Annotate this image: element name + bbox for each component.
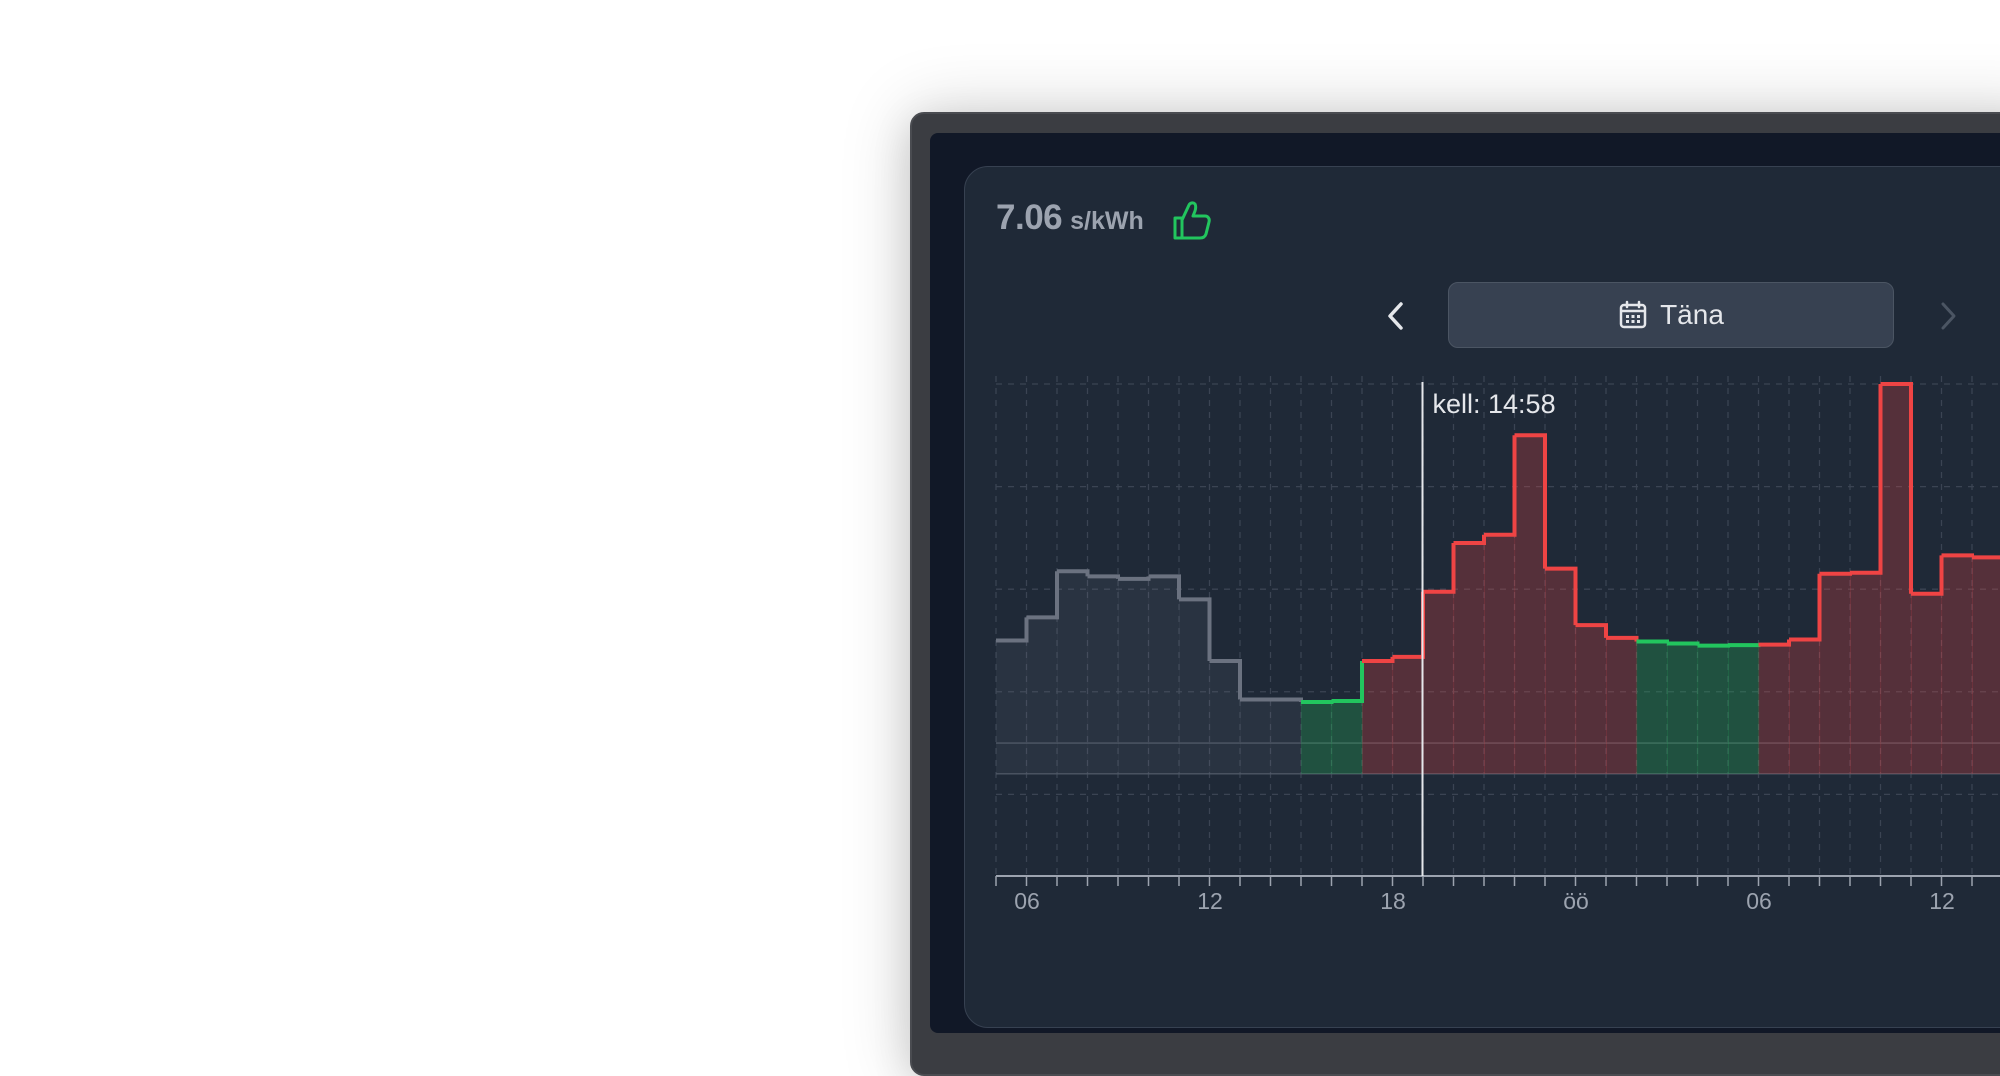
price-step [1575,623,1608,638]
price-bar [1819,573,1851,774]
price-step [1758,639,1791,647]
price-bar [1728,645,1760,774]
price-step [1514,433,1547,569]
price-step [1179,597,1212,661]
price-bar [1270,699,1302,774]
price-step [1819,571,1852,576]
price-bar [1911,593,1943,774]
x-tick-label: 06 [1014,888,1040,914]
price-bar [1362,660,1394,774]
price-bar [1026,617,1058,774]
x-tick-label: 18 [1380,888,1406,914]
price-step [1789,573,1822,642]
price-step [1148,574,1181,600]
price-bar [1575,625,1607,774]
price-step [1026,571,1059,620]
price-bar [1941,555,1973,774]
price-step [1636,639,1669,644]
price-bar [1148,576,1180,774]
price-step [1880,382,1913,594]
previous-day-button[interactable] [1380,296,1412,336]
price-step [1667,641,1700,646]
price-step [1545,566,1578,626]
thumbs-up-icon [1172,198,1212,242]
price-value: 7.06 [996,198,1063,237]
price-bar [1453,543,1485,774]
price-step [1209,658,1242,700]
price-step [1331,660,1364,703]
date-label: Täna [1660,299,1724,330]
price-step [1850,384,1883,575]
price-step [1453,534,1486,546]
price-chart[interactable]: 06 12 18 öö 06 12 kell: 14:58 [0,0,2000,1000]
price-step [1972,555,2000,560]
price-bar [1087,576,1119,774]
x-tick-label: 12 [1929,888,1955,914]
price-step [1697,643,1730,648]
x-axis: 06 12 18 öö 06 12 [995,875,2000,914]
price-bar [1972,557,2000,774]
x-tick-label: 12 [1197,888,1223,914]
price-bar [1118,578,1150,774]
cursor-label: kell: 14:58 [1433,389,1556,419]
price-step [1484,435,1517,537]
price-step [1118,576,1151,581]
price-bar [1392,656,1424,774]
price-bar [1240,699,1272,774]
calendar-icon [1619,300,1647,329]
price-bar [1850,572,1882,774]
price-step [1362,656,1395,663]
price-bar [996,640,1028,774]
price-bar [1301,702,1333,774]
price-bar [1545,568,1577,774]
chart-lines [996,382,2000,705]
chevron-left-icon [1388,302,1403,330]
price-bar [1209,660,1241,774]
price-step [996,617,1029,643]
price-step [1423,543,1456,594]
price-unit: s/kWh [1070,207,1144,235]
chevron-right-icon [1941,302,1956,330]
current-time-cursor: kell: 14:58 [1421,382,1556,876]
price-bar [1758,644,1790,774]
price-bar [1514,435,1546,774]
date-selector-button[interactable]: Täna [1448,282,1894,348]
price-bar [1697,645,1729,774]
chart-areas [996,384,2000,774]
price-step [1728,643,1761,648]
price-bar [1636,641,1668,774]
price-bar [1880,384,1912,774]
price-bar [1057,571,1089,774]
price-bar [1423,591,1455,774]
x-tick-label: 06 [1746,888,1772,914]
price-step [1911,555,1944,596]
price-step [1941,553,1974,558]
price-bar [1331,700,1363,774]
next-day-button[interactable] [1932,296,1964,336]
price-bar [1606,637,1638,774]
chart-grid [995,376,2000,876]
price-bar [1484,534,1516,774]
price-bar [1789,639,1821,774]
price-bar [1667,643,1699,774]
price-step [1301,700,1334,705]
price-step [1392,591,1425,659]
current-price: 7.06 s/kWh [996,198,1144,244]
price-bar [1179,599,1211,774]
x-tick-label: öö [1563,888,1589,914]
